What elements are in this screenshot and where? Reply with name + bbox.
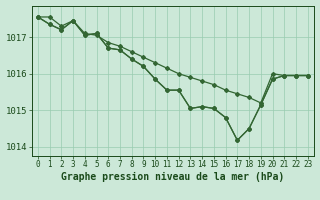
X-axis label: Graphe pression niveau de la mer (hPa): Graphe pression niveau de la mer (hPa)	[61, 172, 284, 182]
